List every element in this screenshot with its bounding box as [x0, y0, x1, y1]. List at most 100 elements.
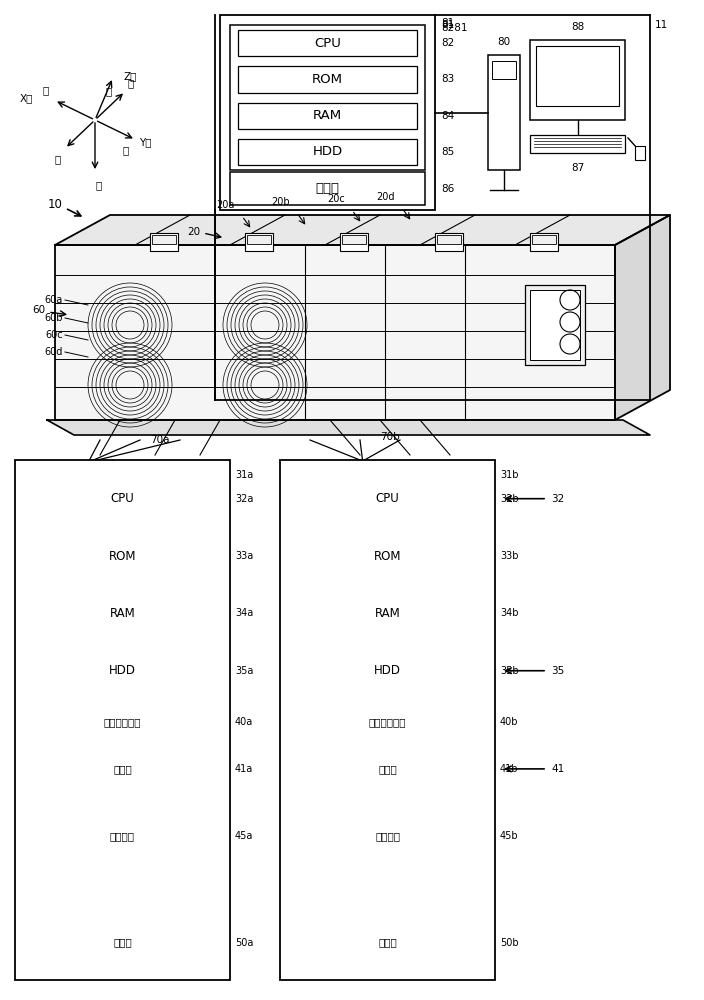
Bar — [536, 46, 619, 106]
Text: 35: 35 — [551, 666, 564, 676]
Bar — [298, 647, 477, 694]
Bar — [238, 66, 417, 93]
Text: RAM: RAM — [375, 607, 401, 620]
Bar — [437, 235, 461, 244]
Bar — [530, 40, 625, 120]
Text: 86: 86 — [441, 184, 454, 194]
Text: 34b: 34b — [500, 608, 519, 618]
Bar — [33, 475, 212, 522]
Text: 32: 32 — [551, 494, 564, 504]
Text: 60c: 60c — [45, 330, 63, 340]
Text: 87: 87 — [571, 163, 584, 173]
Text: 80: 80 — [498, 37, 510, 47]
Text: 通信部: 通信部 — [378, 938, 397, 948]
Text: X轴: X轴 — [20, 93, 33, 103]
Text: 11: 11 — [655, 20, 668, 30]
Text: 50b: 50b — [500, 938, 519, 948]
Bar — [20, 803, 225, 868]
Bar — [33, 532, 212, 580]
Bar — [238, 139, 417, 165]
Bar — [285, 709, 490, 795]
Bar — [247, 235, 271, 244]
Bar — [15, 460, 230, 980]
Text: 通信部: 通信部 — [315, 182, 339, 195]
Text: 82: 82 — [441, 38, 454, 48]
Text: 32b: 32b — [500, 494, 519, 504]
Text: 31a: 31a — [235, 470, 253, 480]
Text: 33a: 33a — [235, 551, 253, 561]
Text: Z轴: Z轴 — [123, 71, 137, 81]
Bar — [280, 460, 495, 980]
Text: 电源单元: 电源单元 — [110, 831, 135, 841]
Bar — [298, 532, 477, 580]
Text: HDD: HDD — [313, 145, 343, 158]
Bar — [492, 61, 516, 79]
Text: 32a: 32a — [235, 494, 253, 504]
Text: CPU: CPU — [314, 37, 341, 50]
Bar — [292, 747, 483, 791]
Polygon shape — [47, 420, 650, 435]
Polygon shape — [55, 245, 615, 420]
Text: 40b: 40b — [500, 717, 519, 727]
Text: 50a: 50a — [235, 938, 253, 948]
Polygon shape — [55, 215, 670, 245]
Text: 搞运部: 搞运部 — [113, 764, 132, 774]
Text: Y轴: Y轴 — [139, 137, 151, 147]
Bar — [285, 803, 490, 868]
Text: 搞运部: 搞运部 — [378, 764, 397, 774]
Text: 60: 60 — [32, 305, 45, 315]
Text: 60d: 60d — [44, 347, 63, 357]
Text: 41: 41 — [551, 764, 564, 774]
Bar — [245, 233, 273, 251]
Bar — [340, 233, 368, 251]
Text: HDD: HDD — [374, 664, 401, 677]
Text: 40a: 40a — [235, 717, 253, 727]
Text: 70a: 70a — [150, 435, 170, 445]
Text: 下: 下 — [96, 180, 102, 190]
Bar — [530, 290, 580, 360]
Text: 70b: 70b — [380, 432, 400, 442]
Bar — [530, 233, 558, 251]
Text: 41a: 41a — [235, 764, 253, 774]
Text: 31b: 31b — [500, 470, 519, 480]
Text: 20: 20 — [187, 227, 200, 237]
Text: 20a: 20a — [217, 200, 235, 210]
Text: ROM: ROM — [374, 550, 401, 563]
Text: 左: 左 — [42, 85, 49, 95]
Bar — [290, 470, 485, 699]
Bar — [525, 285, 585, 365]
Bar — [27, 747, 218, 791]
Text: 安装处理单元: 安装处理单元 — [103, 717, 142, 727]
Bar — [635, 146, 645, 160]
Bar — [230, 172, 425, 205]
Text: RAM: RAM — [313, 109, 342, 122]
Text: RAM: RAM — [110, 607, 135, 620]
Bar — [488, 55, 520, 170]
Text: 8281: 8281 — [441, 23, 467, 33]
Bar — [342, 235, 366, 244]
Text: 35a: 35a — [235, 666, 253, 676]
Text: 60b: 60b — [44, 313, 63, 323]
Bar — [20, 709, 225, 795]
Bar — [285, 910, 490, 975]
Text: 35b: 35b — [500, 666, 519, 676]
Text: HDD: HDD — [109, 664, 136, 677]
Text: 右: 右 — [122, 145, 128, 155]
Bar — [25, 470, 220, 699]
Text: ROM: ROM — [312, 73, 343, 86]
Bar — [530, 135, 625, 153]
Text: 41b: 41b — [500, 764, 519, 774]
Bar — [220, 15, 435, 210]
Bar — [150, 233, 178, 251]
Text: 安装处理单元: 安装处理单元 — [369, 717, 406, 727]
Text: CPU: CPU — [111, 492, 134, 505]
Bar — [20, 910, 225, 975]
Text: 通信部: 通信部 — [113, 938, 132, 948]
Text: 83: 83 — [441, 74, 454, 84]
Text: 上: 上 — [105, 86, 111, 96]
Text: ROM: ROM — [108, 550, 137, 563]
Bar — [230, 25, 425, 170]
Text: 20b: 20b — [271, 197, 290, 207]
Bar — [532, 235, 556, 244]
Text: 33b: 33b — [500, 551, 519, 561]
